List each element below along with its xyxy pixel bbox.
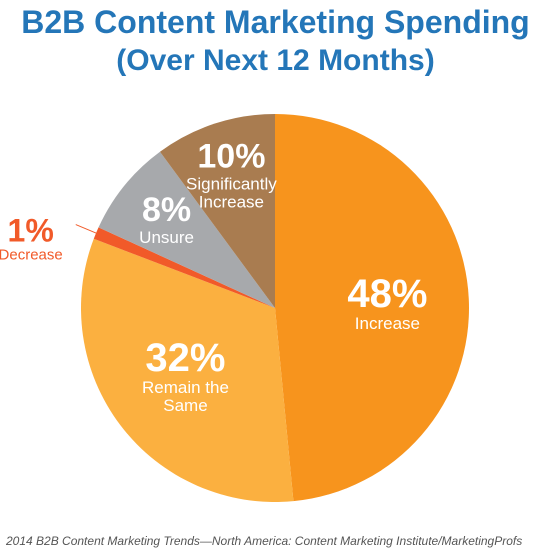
slice-label: 8% Unsure	[107, 191, 227, 247]
pie-slice	[275, 114, 470, 502]
percent-label: 8%	[142, 191, 192, 230]
pie-slice	[81, 238, 294, 502]
pie-slice	[159, 114, 275, 308]
chart-title: B2B Content Marketing Spending	[21, 4, 530, 40]
pie-slice	[93, 227, 275, 308]
slice-label: 48% Increase	[327, 273, 447, 333]
category-label: Unsure	[139, 227, 194, 247]
percent-label: 10%	[197, 137, 266, 176]
slice-label: 1% Decrease	[0, 211, 91, 264]
category-label: Remain the Same	[141, 378, 229, 416]
category-label: Increase	[354, 313, 420, 333]
chart-subtitle: (Over Next 12 Months)	[116, 44, 435, 77]
category-label: Significantly Increase	[186, 174, 277, 212]
slice-label: 32% Remain the Same	[125, 337, 245, 415]
percent-label: 32%	[145, 336, 226, 381]
leader-line	[75, 224, 97, 234]
source: 2014 B2B Content Marketing Trends—North …	[6, 534, 523, 548]
slice-label: 10% Significantly Increase	[171, 137, 291, 212]
percent-label: 48%	[347, 271, 428, 316]
percent-label: 1%	[7, 211, 54, 248]
pie-slice	[98, 151, 275, 308]
category-label: Decrease	[0, 246, 63, 264]
